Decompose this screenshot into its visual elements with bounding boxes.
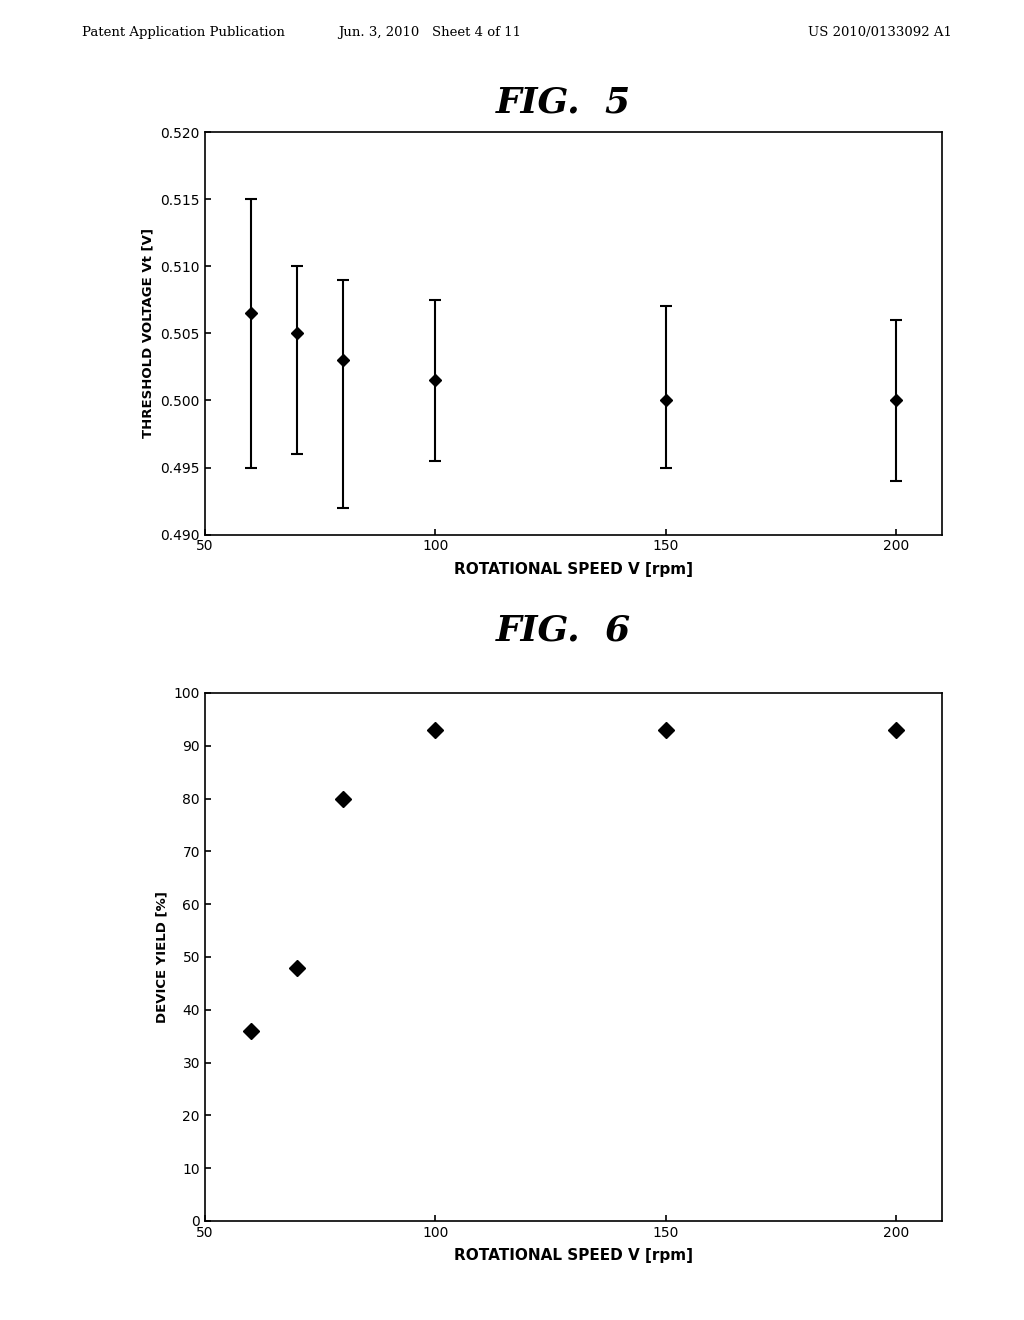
Y-axis label: DEVICE YIELD [%]: DEVICE YIELD [%] <box>155 891 168 1023</box>
X-axis label: ROTATIONAL SPEED V [rpm]: ROTATIONAL SPEED V [rpm] <box>454 562 693 577</box>
X-axis label: ROTATIONAL SPEED V [rpm]: ROTATIONAL SPEED V [rpm] <box>454 1249 693 1263</box>
Y-axis label: THRESHOLD VOLTAGE Vt [V]: THRESHOLD VOLTAGE Vt [V] <box>142 228 155 438</box>
Text: FIG.  5: FIG. 5 <box>496 86 631 120</box>
Text: Jun. 3, 2010   Sheet 4 of 11: Jun. 3, 2010 Sheet 4 of 11 <box>339 26 521 40</box>
Text: FIG.  6: FIG. 6 <box>496 614 631 648</box>
Text: Patent Application Publication: Patent Application Publication <box>82 26 285 40</box>
Text: US 2010/0133092 A1: US 2010/0133092 A1 <box>808 26 952 40</box>
